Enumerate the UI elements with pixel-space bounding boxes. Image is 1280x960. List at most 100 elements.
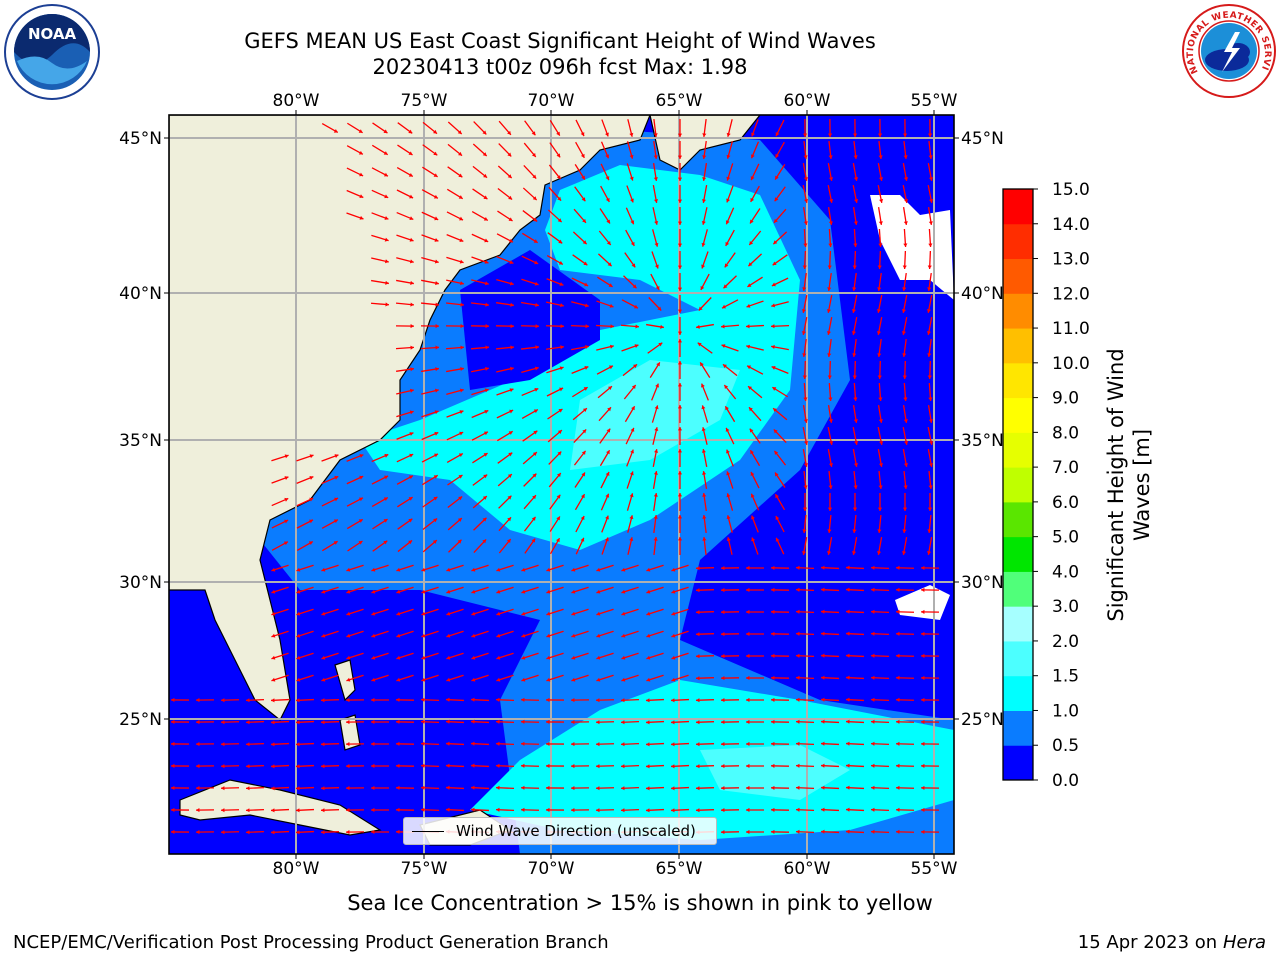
- wind-arrow-head: [828, 133, 833, 137]
- wind-arrow-head: [677, 427, 683, 431]
- wind-arrow-head: [580, 516, 585, 520]
- lat-tick-label-right: 45°N: [961, 129, 1004, 149]
- wind-arrow-head: [383, 172, 388, 177]
- wind-arrow-head: [928, 133, 933, 137]
- wind-arrow-head: [607, 386, 612, 391]
- wind-arrow-head: [556, 131, 560, 136]
- wind-arrow-head: [903, 177, 909, 181]
- wind-arrow-head: [546, 719, 550, 725]
- wind-arrow-head: [384, 237, 389, 242]
- wind-arrow-head: [271, 830, 275, 835]
- wind-arrow-head: [556, 516, 560, 521]
- wind-arrow-head: [510, 345, 514, 350]
- wind-arrow-head: [346, 786, 350, 791]
- wind-arrow-head: [901, 309, 906, 313]
- wind-arrow-head: [921, 609, 925, 615]
- wind-arrow-head: [460, 281, 464, 286]
- wind-arrow-head: [296, 698, 300, 703]
- wind-arrow-head: [371, 655, 376, 660]
- wind-arrow-head: [904, 199, 909, 203]
- wind-arrow-head: [358, 129, 363, 133]
- colorbar-segment: [1003, 189, 1033, 225]
- wind-arrow-head: [521, 589, 526, 594]
- wind-arrow-head: [696, 808, 700, 813]
- wind-arrow-head: [408, 518, 413, 523]
- wind-arrow-head: [521, 677, 526, 682]
- colorbar-segment: [1003, 467, 1033, 503]
- wind-arrow-head: [775, 132, 780, 137]
- wind-arrow-head: [221, 742, 225, 747]
- wind-arrow-head: [557, 196, 562, 201]
- lon-tick-label: 65°W: [656, 859, 703, 879]
- wind-arrow-head: [581, 175, 585, 180]
- wind-arrow-head: [296, 720, 300, 725]
- wind-arrow-head: [396, 611, 401, 616]
- wind-arrow-head: [496, 589, 501, 594]
- wind-arrow-head: [721, 324, 725, 329]
- wind-arrow-head: [507, 174, 512, 179]
- wind-arrow-head: [571, 589, 576, 594]
- wind-arrow-head: [821, 697, 825, 702]
- colorbar-tick-label: 1.0: [1052, 701, 1079, 721]
- wind-arrow-head: [605, 154, 610, 159]
- wind-arrow-head: [821, 763, 825, 768]
- wind-arrow-head: [621, 764, 625, 769]
- colorbar-tick-label: 2.0: [1052, 632, 1079, 652]
- wind-arrow-head: [775, 472, 779, 477]
- wind-arrow-head: [334, 497, 339, 502]
- wind-arrow-head: [535, 302, 539, 307]
- colorbar-segment: [1003, 328, 1033, 364]
- wind-arrow-head: [521, 567, 526, 572]
- wind-arrow-head: [571, 677, 576, 682]
- wind-arrow-head: [701, 242, 706, 247]
- wind-arrow-head: [771, 631, 775, 636]
- wind-arrow-head: [771, 697, 775, 702]
- wind-arrow-head: [433, 151, 438, 156]
- wind-arrow-head: [358, 541, 363, 545]
- chart-subtitle: 20230413 t00z 096h fcst Max: 1.98: [372, 55, 748, 79]
- wind-arrow-head: [581, 450, 586, 455]
- wind-arrow-head: [496, 697, 500, 702]
- wind-arrow-head: [621, 567, 626, 572]
- wind-arrow-head: [460, 345, 464, 350]
- wind-arrow-head: [746, 344, 751, 349]
- wind-arrow-head: [459, 388, 464, 393]
- wind-arrow-head: [746, 697, 750, 703]
- wind-arrow-head: [458, 195, 463, 199]
- ice-note: Sea Ice Concentration > 15% is shown in …: [347, 891, 933, 915]
- wind-arrow-head: [321, 830, 325, 835]
- wind-arrow-head: [802, 353, 807, 357]
- colorbar-segment: [1003, 710, 1033, 746]
- wind-arrow-head: [721, 808, 725, 813]
- wind-arrow-head: [775, 494, 779, 499]
- wind-arrow-head: [446, 741, 450, 746]
- wind-arrow-head: [221, 764, 225, 769]
- wind-arrow-head: [621, 589, 626, 594]
- wind-arrow-head: [677, 331, 683, 335]
- wind-arrow-head: [334, 454, 339, 459]
- wind-arrow-head: [446, 677, 451, 682]
- wind-arrow-head: [596, 742, 600, 747]
- wind-arrow-head: [582, 218, 586, 223]
- wind-arrow-head: [346, 720, 350, 725]
- wind-arrow-head: [828, 155, 833, 159]
- date-text: 15 Apr 2023 on: [1077, 932, 1218, 953]
- wind-arrow-head: [333, 128, 338, 133]
- wind-arrow-head: [533, 217, 538, 222]
- wind-arrow-head: [221, 808, 225, 813]
- colorbar-segment: [1003, 293, 1033, 329]
- wind-arrow-head: [457, 539, 462, 544]
- wind-arrow-head: [901, 331, 906, 335]
- wind-arrow-head: [309, 476, 314, 480]
- wind-arrow-head: [751, 515, 755, 520]
- wind-arrow-head: [771, 763, 775, 768]
- wind-arrow-head: [546, 807, 550, 813]
- wind-arrow-head: [246, 786, 250, 791]
- wind-arrow-head: [696, 588, 700, 593]
- wind-arrow-head: [409, 216, 414, 221]
- colorbar-segment: [1003, 640, 1033, 677]
- wind-arrow-head: [878, 419, 883, 423]
- wind-arrow-head: [671, 742, 675, 747]
- wind-arrow-head: [606, 450, 610, 455]
